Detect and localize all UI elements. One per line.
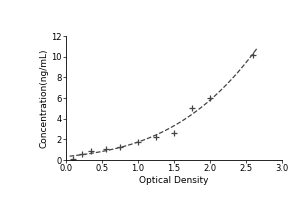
X-axis label: Optical Density: Optical Density — [139, 176, 209, 185]
Y-axis label: Concentration(ng/mL): Concentration(ng/mL) — [40, 48, 49, 148]
